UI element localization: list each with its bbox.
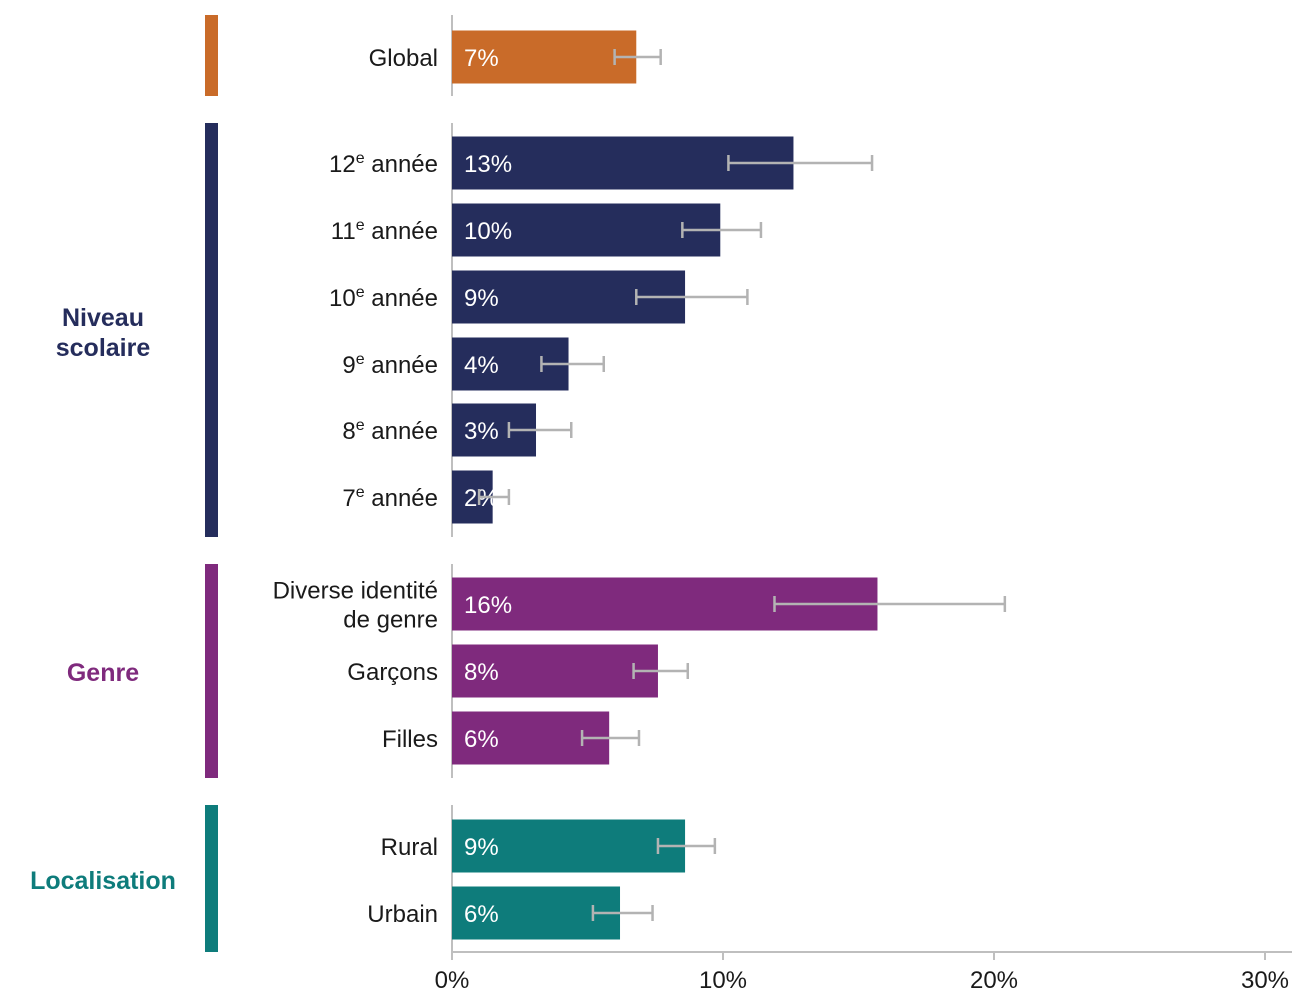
group-stripe: [205, 564, 218, 778]
error-bar: [507, 422, 573, 438]
bar-value-label: 16%: [464, 592, 512, 619]
error-bar: [656, 838, 717, 854]
error-bar: [635, 289, 749, 305]
error-bar: [580, 730, 641, 746]
group-stripe: [205, 123, 218, 537]
bar-value-label: 4%: [464, 352, 499, 379]
bar-value-label: 7%: [464, 45, 499, 72]
bar-value-label: 2%: [464, 485, 499, 512]
group-stripe: [205, 805, 218, 952]
x-tick-label: 0%: [435, 967, 470, 994]
error-bar: [477, 489, 511, 505]
category-label: Garçons: [347, 659, 438, 686]
group-label: Genre: [67, 659, 139, 687]
bar-value-label: 9%: [464, 834, 499, 861]
x-tick-label: 10%: [699, 967, 747, 994]
error-bar: [773, 596, 1007, 612]
category-label: 8e année: [342, 417, 438, 445]
group-label: Localisation: [30, 867, 176, 895]
group-label: Niveau scolaire: [56, 304, 151, 362]
category-label: Diverse identité de genre: [273, 578, 438, 634]
bar-value-label: 9%: [464, 285, 499, 312]
category-label: 10e année: [329, 284, 438, 312]
x-tick-label: 20%: [970, 967, 1018, 994]
x-tick-label: 30%: [1241, 967, 1289, 994]
bar-value-label: 13%: [464, 151, 512, 178]
category-label: Filles: [382, 726, 438, 753]
error-bar: [540, 356, 606, 372]
bar-value-label: 6%: [464, 901, 499, 928]
error-bar: [727, 155, 874, 171]
bar-value-label: 10%: [464, 218, 512, 245]
error-bar: [591, 905, 654, 921]
bar: [452, 819, 686, 873]
category-label: 12e année: [329, 150, 438, 178]
category-label: Rural: [381, 834, 438, 861]
category-label: Urbain: [367, 901, 438, 928]
bar: [452, 30, 637, 84]
error-bar: [681, 222, 763, 238]
bar-value-label: 8%: [464, 659, 499, 686]
category-label: Global: [369, 45, 438, 72]
category-label: 7e année: [342, 484, 438, 512]
category-label: 11e année: [331, 217, 438, 245]
bar-value-label: 3%: [464, 418, 499, 445]
category-label: 9e année: [342, 351, 438, 379]
group-stripe: [205, 15, 218, 96]
bar: [452, 644, 658, 698]
bar-value-label: 6%: [464, 726, 499, 753]
error-bar: [632, 663, 690, 679]
error-bar: [613, 49, 662, 65]
bar: [452, 203, 721, 257]
